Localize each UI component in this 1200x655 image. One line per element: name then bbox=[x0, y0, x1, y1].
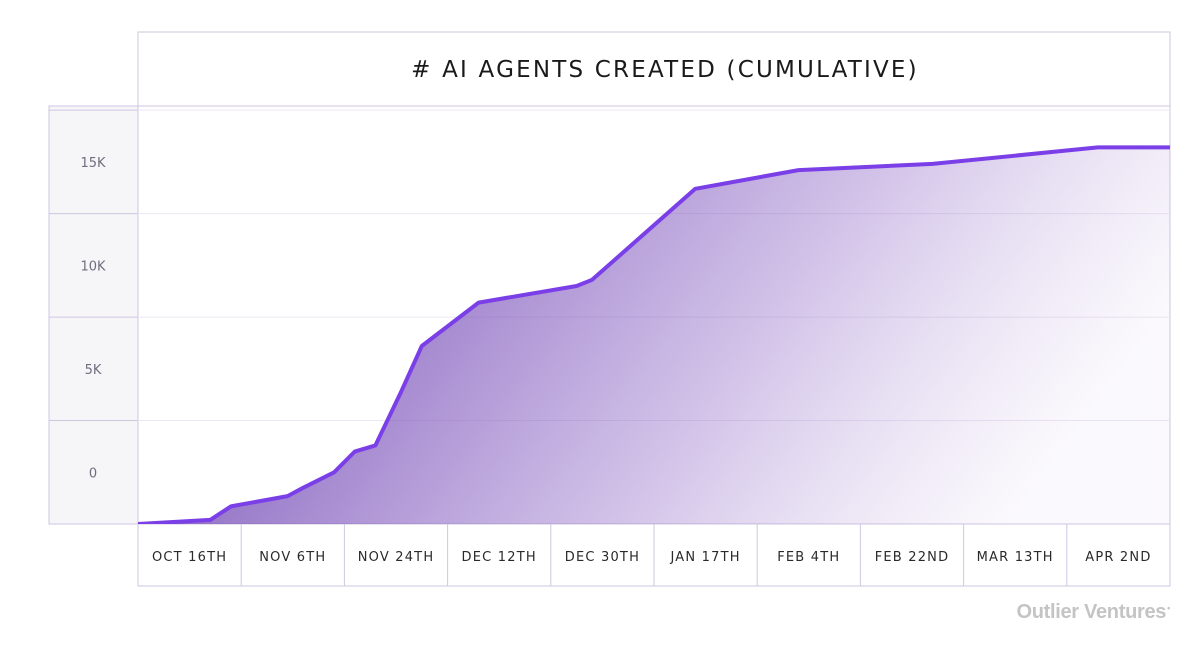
x-tick-label: NOV 6TH bbox=[259, 550, 326, 565]
x-tick-label: JAN 17TH bbox=[669, 550, 740, 565]
y-tick-label: 5K bbox=[85, 363, 102, 378]
title-box bbox=[137, 31, 1171, 107]
brand-name: Outlier Ventures bbox=[1016, 601, 1167, 623]
y-tick-label: 10K bbox=[80, 259, 106, 274]
chart-title: # AI AGENTS CREATED (CUMULATIVE) bbox=[411, 57, 919, 83]
area-fill bbox=[138, 147, 1170, 524]
y-tick-label: 0 bbox=[89, 466, 97, 481]
x-tick-label: FEB 4TH bbox=[777, 550, 840, 565]
x-tick-label: NOV 24TH bbox=[358, 550, 435, 565]
y-axis-panel bbox=[48, 105, 139, 525]
x-tick-label: APR 2ND bbox=[1085, 550, 1151, 565]
x-tick-label: DEC 30TH bbox=[565, 550, 640, 565]
x-tick-label: OCT 16TH bbox=[152, 550, 227, 565]
series-line bbox=[138, 145, 1170, 524]
x-tick-label: DEC 12TH bbox=[462, 550, 537, 565]
x-tick-label: MAR 13TH bbox=[977, 550, 1054, 565]
x-tick-label: FEB 22ND bbox=[875, 550, 950, 565]
brand-logo: Outlier Ventures• bbox=[1016, 601, 1170, 624]
brand-mark: • bbox=[1167, 603, 1170, 613]
y-tick-label: 15K bbox=[80, 156, 106, 171]
